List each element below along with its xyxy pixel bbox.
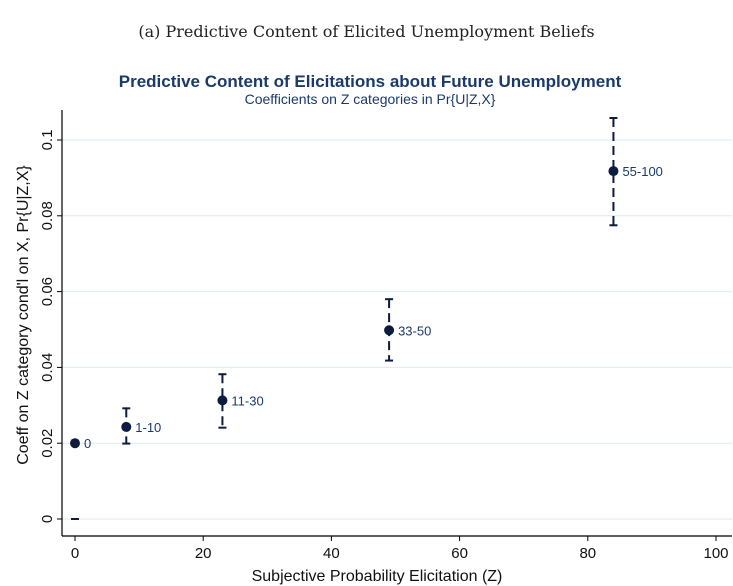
grid-lines (62, 139, 732, 520)
data-point (121, 421, 132, 432)
data-point (217, 395, 228, 406)
y-tick-label: 0.1 (39, 130, 56, 151)
y-tick-label: 0 (39, 515, 56, 523)
x-tick-label: 80 (579, 545, 596, 562)
data-label: 11-30 (231, 393, 263, 408)
data-label: 33-50 (398, 323, 431, 338)
x-tick-label: 100 (703, 545, 728, 562)
data-marks: 0 1-10 11-30 33-50 55-100 (70, 117, 663, 520)
y-tick-label: 0.04 (39, 353, 56, 382)
y-tick-label: 0.08 (39, 201, 56, 230)
y-tick-label: 0.02 (39, 429, 56, 458)
chart-title: Predictive Content of Elicitations about… (119, 72, 622, 91)
figure-caption: (a) Predictive Content of Elicited Unemp… (138, 22, 595, 41)
axes: 0 0.02 0.04 0.06 0.08 0.1 0 20 40 60 80 100 (39, 110, 732, 562)
data-point (384, 325, 395, 336)
data-label: 1-10 (135, 420, 161, 435)
x-tick-label: 0 (71, 545, 79, 562)
x-tick-label: 20 (195, 545, 212, 562)
chart-subtitle: Coefficients on Z categories in Pr{U|Z,X… (245, 91, 496, 107)
x-axis-label: Subjective Probability Elicitation (Z) (252, 568, 503, 585)
data-label: 55-100 (622, 164, 662, 179)
x-tick-label: 60 (451, 545, 468, 562)
y-tick-label: 0.06 (39, 277, 56, 306)
y-axis-label: Coeff on Z category cond'l on X, Pr{U|Z,… (15, 165, 32, 465)
data-point (70, 438, 80, 449)
x-tick-label: 40 (323, 545, 340, 562)
data-label: 0 (84, 436, 91, 451)
data-point (608, 166, 619, 177)
